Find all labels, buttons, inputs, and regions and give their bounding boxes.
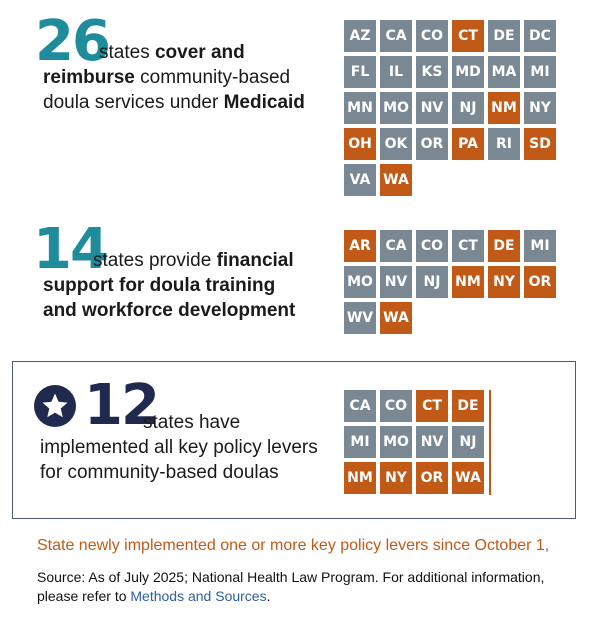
state-tile-co: CO — [416, 20, 448, 52]
state-tile-ny: NY — [524, 92, 556, 124]
state-tile-ct: CT — [452, 230, 484, 262]
all-levers-count: 12 — [84, 373, 160, 438]
all-levers-state-grid: CA CO CT DE MI MO NV NJ NM NY OR WA — [344, 390, 484, 494]
state-tile-az: AZ — [344, 20, 376, 52]
state-tile-nm: NM — [488, 92, 520, 124]
state-tile-or: OR — [524, 266, 556, 298]
medicaid-text-2: community-based doula services under — [43, 67, 291, 113]
workforce-statement: states provide financial support for dou… — [43, 248, 313, 323]
state-tile-de: DE — [488, 230, 520, 262]
state-tile-ri: RI — [488, 128, 520, 160]
state-tile-ct: CT — [452, 20, 484, 52]
state-tile-sd: SD — [524, 128, 556, 160]
state-tile-ar: AR — [344, 230, 376, 262]
state-tile-pa: PA — [452, 128, 484, 160]
state-tile-mn: MN — [344, 92, 376, 124]
state-tile-nj: NJ — [452, 426, 484, 458]
all-levers-text: states have implemented all key policy l… — [40, 412, 318, 483]
state-tile-nm: NM — [452, 266, 484, 298]
medicaid-count: 26 — [35, 9, 111, 74]
state-tile-wa: WA — [380, 164, 412, 196]
medicaid-text-bold-1: cover and reimburse — [43, 42, 245, 88]
state-tile-nv: NV — [380, 266, 412, 298]
star-icon — [34, 385, 76, 427]
state-tile-il: IL — [380, 56, 412, 88]
state-tile-oh: OH — [344, 128, 376, 160]
all-levers-statement: states have implemented all key policy l… — [40, 410, 330, 485]
state-tile-mo: MO — [344, 266, 376, 298]
medicaid-text-1: states — [99, 42, 155, 63]
state-tile-ca: CA — [380, 230, 412, 262]
medicaid-statement: states cover and reimburse community-bas… — [43, 40, 323, 115]
workforce-count: 14 — [33, 217, 109, 282]
state-tile-ks: KS — [416, 56, 448, 88]
source-note: Source: As of July 2025; National Health… — [37, 568, 557, 606]
state-tile-ok: OK — [380, 128, 412, 160]
medicaid-text-bold-2: Medicaid — [223, 92, 305, 113]
state-tile-ca: CA — [344, 390, 376, 422]
state-tile-md: MD — [452, 56, 484, 88]
legend-note: State newly implemented one or more key … — [37, 537, 550, 554]
state-tile-or: OR — [416, 462, 448, 494]
state-tile-ny: NY — [380, 462, 412, 494]
state-tile-mi: MI — [524, 56, 556, 88]
state-tile-ca: CA — [380, 20, 412, 52]
grid-edge-line — [489, 390, 491, 495]
state-tile-wa: WA — [380, 302, 412, 334]
state-tile-nj: NJ — [452, 92, 484, 124]
state-tile-va: VA — [344, 164, 376, 196]
state-tile-ma: MA — [488, 56, 520, 88]
state-tile-wv: WV — [344, 302, 376, 334]
state-tile-de: DE — [488, 20, 520, 52]
all-levers-panel — [12, 361, 576, 519]
medicaid-state-grid: AZ CA CO CT DE DC FL IL KS MD MA MI MN MO NV NJ NM NY OH OK… — [344, 20, 556, 196]
state-tile-nj: NJ — [416, 266, 448, 298]
state-tile-mo: MO — [380, 92, 412, 124]
state-tile-or: OR — [416, 128, 448, 160]
state-tile-mo: MO — [380, 426, 412, 458]
state-tile-co: CO — [380, 390, 412, 422]
state-tile-co: CO — [416, 230, 448, 262]
state-tile-wa: WA — [452, 462, 484, 494]
state-tile-nv: NV — [416, 92, 448, 124]
state-tile-fl: FL — [344, 56, 376, 88]
state-tile-mi: MI — [524, 230, 556, 262]
source-text: Source: As of July 2025; National Health… — [37, 569, 545, 604]
state-tile-nm: NM — [344, 462, 376, 494]
state-tile-ny: NY — [488, 266, 520, 298]
workforce-text-bold-1: financial support for doula training and… — [43, 250, 296, 321]
source-end: . — [266, 588, 271, 604]
state-tile-nv: NV — [416, 426, 448, 458]
workforce-text-1: states provide — [93, 250, 217, 271]
state-tile-ct: CT — [416, 390, 448, 422]
state-tile-de: DE — [452, 390, 484, 422]
state-tile-mi: MI — [344, 426, 376, 458]
methods-sources-link[interactable]: Methods and Sources — [130, 588, 267, 604]
workforce-state-grid: AR CA CO CT DE MI MO NV NJ NM NY OR WV WA — [344, 230, 556, 334]
state-tile-dc: DC — [524, 20, 556, 52]
